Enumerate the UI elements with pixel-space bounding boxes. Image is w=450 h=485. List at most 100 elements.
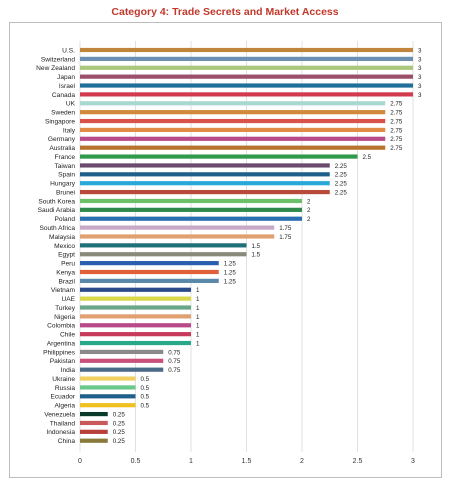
category-label: Sweden xyxy=(51,110,75,117)
x-tick-label: 0.5 xyxy=(131,458,141,465)
category-label: Israel xyxy=(59,83,76,90)
category-label: Brunei xyxy=(56,189,76,196)
bar xyxy=(80,314,191,319)
value-label: 3 xyxy=(418,65,422,72)
bar xyxy=(80,110,386,115)
value-label: 2 xyxy=(307,207,311,214)
bar xyxy=(80,278,219,283)
category-label: Italy xyxy=(63,127,76,134)
value-label: 3 xyxy=(418,92,422,99)
category-label: Algeria xyxy=(54,403,75,410)
value-label: 3 xyxy=(418,83,422,90)
category-label: Taiwan xyxy=(54,163,75,170)
bar xyxy=(80,154,358,159)
x-tick-label: 0 xyxy=(78,458,82,465)
value-labels: 3333332.752.752.752.752.752.752.52.252.2… xyxy=(113,47,422,445)
category-label: South Korea xyxy=(38,198,75,205)
value-label: 0.5 xyxy=(141,394,150,401)
value-label: 1 xyxy=(196,332,200,339)
value-label: 2.75 xyxy=(390,127,403,134)
value-label: 0.5 xyxy=(141,403,150,410)
bar xyxy=(80,145,386,150)
bar xyxy=(80,225,275,230)
x-tick-labels: 0 0.5 1 1.5 2 2.5 3 xyxy=(78,458,415,465)
category-label: Brazil xyxy=(59,278,76,285)
category-label: Turkey xyxy=(55,305,76,312)
value-label: 1.25 xyxy=(224,269,237,276)
bar xyxy=(80,172,330,177)
bar xyxy=(80,207,302,212)
category-label: Australia xyxy=(49,145,75,152)
value-label: 2 xyxy=(307,216,311,223)
value-label: 2.75 xyxy=(390,145,403,152)
category-label: France xyxy=(54,154,75,161)
value-label: 0.5 xyxy=(141,376,150,383)
value-label: 1.75 xyxy=(279,225,292,232)
value-label: 3 xyxy=(418,74,422,81)
x-tick-label: 2 xyxy=(300,458,304,465)
value-label: 0.75 xyxy=(168,349,181,356)
bar xyxy=(80,438,108,443)
category-label: Thailand xyxy=(50,420,76,427)
bar xyxy=(80,411,108,417)
category-label: Saudi Arabia xyxy=(38,207,76,214)
category-label: Switzerland xyxy=(41,56,75,63)
bar xyxy=(80,429,108,434)
category-label: Ukraine xyxy=(52,376,75,383)
value-label: 2 xyxy=(307,198,311,205)
value-label: 1.25 xyxy=(224,261,237,268)
value-label: 2.25 xyxy=(335,189,348,196)
category-label: Singapore xyxy=(45,118,75,125)
value-label: 2.25 xyxy=(335,172,348,179)
bar xyxy=(80,420,108,426)
category-labels: U.S. Switzerland New Zealand Japan Israel Can… xyxy=(36,47,76,445)
category-label: Malaysia xyxy=(49,234,75,241)
x-tick-label: 1 xyxy=(189,458,193,465)
value-label: 2.75 xyxy=(390,110,403,117)
bar xyxy=(80,358,164,363)
category-label: South Africa xyxy=(39,225,75,232)
bar xyxy=(80,376,136,381)
value-label: 1 xyxy=(196,305,200,312)
bar xyxy=(80,296,191,301)
bar xyxy=(80,269,219,275)
bar xyxy=(80,83,413,88)
chart-frame xyxy=(9,22,442,478)
value-label: 1 xyxy=(196,287,200,294)
bar xyxy=(80,243,247,248)
value-label: 2.25 xyxy=(335,163,348,170)
category-label: Kenya xyxy=(56,269,75,276)
x-tick-label: 3 xyxy=(411,458,415,465)
category-label: Venezuela xyxy=(44,411,75,418)
bar xyxy=(80,65,413,70)
x-tick-label: 1.5 xyxy=(242,458,252,465)
value-label: 0.75 xyxy=(168,358,181,365)
value-label: 0.25 xyxy=(113,429,126,436)
category-label: Colombia xyxy=(47,323,75,330)
bar xyxy=(80,127,386,133)
value-label: 0.25 xyxy=(113,438,126,445)
bar xyxy=(80,394,136,399)
bar xyxy=(80,332,191,337)
bar xyxy=(80,287,191,292)
bar xyxy=(80,403,136,408)
value-label: 0.75 xyxy=(168,367,181,374)
category-label: UK xyxy=(66,101,76,108)
bar xyxy=(80,385,136,390)
category-label: Japan xyxy=(57,74,75,81)
bar xyxy=(80,323,191,328)
value-label: 3 xyxy=(418,47,422,54)
bar xyxy=(80,252,247,257)
bar xyxy=(80,163,330,168)
category-label: Pakistan xyxy=(50,358,76,365)
category-label: Spain xyxy=(58,172,75,179)
category-label: U.S. xyxy=(62,47,75,54)
category-label: Russia xyxy=(55,385,75,392)
bar xyxy=(80,340,191,346)
value-label: 1 xyxy=(196,314,200,321)
bar xyxy=(80,74,413,79)
value-label: 0.25 xyxy=(113,420,126,427)
bar xyxy=(80,305,191,310)
category-label: New Zealand xyxy=(36,65,75,72)
